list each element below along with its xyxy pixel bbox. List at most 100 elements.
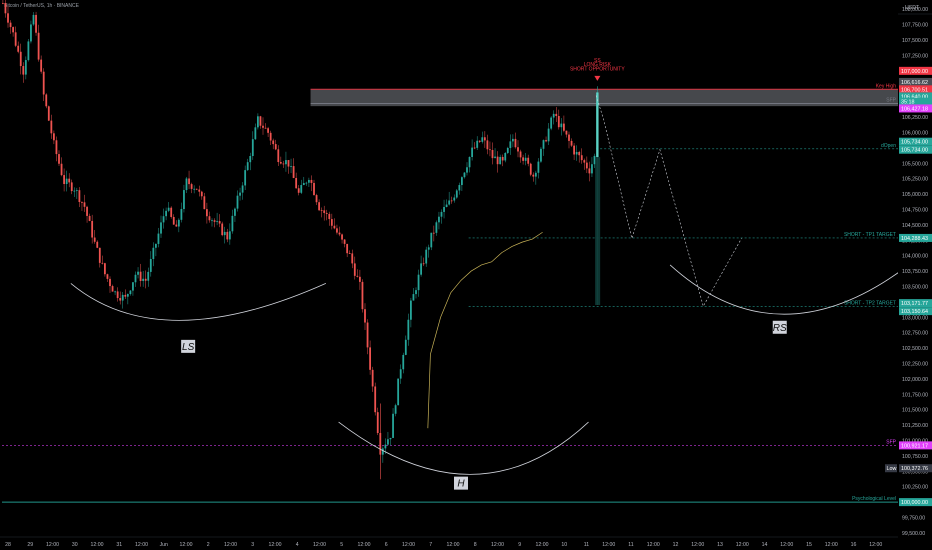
candle-body: [251, 139, 254, 157]
level-label: Key High: [876, 83, 897, 89]
x-tick-label: 12:00: [869, 542, 882, 548]
candle-body: [111, 286, 114, 292]
candle-body: [7, 13, 9, 23]
candle-body: [27, 41, 30, 61]
price-tag: 106,616.62: [901, 80, 928, 86]
candle-body: [514, 138, 517, 148]
candle-body: [346, 243, 349, 254]
x-tick-label: 29: [27, 542, 33, 548]
candle-body: [588, 168, 591, 174]
candle-body: [78, 190, 81, 203]
candle-body: [399, 369, 402, 379]
candle-body: [249, 156, 252, 163]
x-tick-label: 12:00: [358, 542, 371, 548]
candle-body: [450, 200, 453, 202]
candle-body: [68, 178, 71, 183]
x-tick-label: 13: [717, 542, 723, 548]
candle-body: [9, 22, 12, 28]
candle-body: [542, 140, 545, 149]
candle-body: [415, 290, 417, 295]
candle-body: [195, 188, 198, 190]
pattern-label: H: [457, 479, 465, 490]
candle-body: [471, 147, 473, 158]
x-tick-label: 12:00: [536, 542, 549, 548]
price-tag-box: [899, 77, 932, 86]
candle-body: [24, 60, 27, 75]
y-tick-label: 101,750.00: [902, 392, 928, 398]
candle-body: [65, 178, 68, 185]
candle-body: [183, 190, 185, 210]
x-tick-label: 12:00: [135, 542, 148, 548]
candle-body: [42, 71, 45, 95]
pattern-label: LS: [182, 342, 195, 353]
candle-body: [336, 228, 338, 233]
price-tag: 35:18: [901, 100, 915, 106]
candle-body: [170, 207, 173, 217]
candle-body: [578, 151, 581, 156]
candle-body: [279, 162, 282, 164]
x-tick-label: 2: [207, 542, 210, 548]
candle-body: [489, 149, 491, 151]
signal-text: LONG RISK: [584, 62, 612, 68]
price-tag: 103,171.77: [901, 301, 928, 307]
candle-body: [435, 222, 438, 233]
candle-body: [420, 263, 422, 275]
candle-body: [2, 3, 4, 4]
candle-body: [563, 123, 565, 131]
candle-body: [101, 262, 104, 264]
price-tag-box: [899, 299, 932, 308]
x-tick-label: 12:00: [602, 542, 615, 548]
candle-body: [137, 271, 139, 275]
x-tick-label: 8: [474, 542, 477, 548]
candle-body: [32, 14, 35, 25]
candle-body: [425, 249, 428, 264]
candle-body: [241, 185, 244, 193]
candle-body: [397, 378, 400, 406]
candle-body: [132, 282, 134, 291]
x-tick-label: 12:00: [647, 542, 660, 548]
candle-body: [550, 117, 553, 129]
candle-body: [216, 221, 218, 222]
candle-body: [70, 182, 73, 192]
price-tag-box: [899, 137, 932, 146]
x-tick-label: 10: [561, 542, 567, 548]
candle-body: [517, 147, 519, 152]
candle-body: [152, 247, 155, 260]
candle-body: [407, 319, 410, 340]
candle-body: [519, 151, 522, 158]
candle-body: [338, 232, 341, 235]
symbol-title: Bitcoin / TetherUS, 1h · BINANCE: [4, 3, 79, 9]
candle-body: [473, 147, 476, 149]
x-tick-label: 12:00: [447, 542, 460, 548]
candle-body: [557, 116, 560, 128]
y-tick-label: 107,750.00: [902, 23, 928, 29]
candle-body: [404, 339, 407, 355]
candle-body: [139, 271, 142, 281]
candle-body: [532, 174, 535, 177]
y-tick-label: 102,500.00: [902, 346, 928, 352]
candle-body: [285, 160, 287, 165]
y-tick-label: 106,250.00: [902, 115, 928, 121]
candle-body: [432, 232, 435, 234]
candle-body: [463, 172, 466, 178]
x-tick-label: 7: [429, 542, 432, 548]
candle-body: [509, 141, 512, 148]
candle-body: [144, 278, 147, 281]
candle-body: [47, 106, 50, 121]
x-tick-label: 12:00: [180, 542, 193, 548]
candle-body: [575, 151, 578, 155]
x-tick-label: 30: [72, 542, 78, 548]
candle-body: [200, 191, 203, 197]
candle-body: [147, 271, 150, 281]
candle-body: [491, 150, 494, 159]
signal-arrow: [594, 75, 601, 81]
candle-body: [501, 156, 504, 161]
candle-body: [223, 231, 226, 236]
candle-body: [300, 185, 303, 193]
candle-body: [203, 196, 206, 210]
candle-body: [384, 444, 387, 449]
level-label: SFP: [886, 98, 896, 104]
candle-body: [81, 202, 83, 203]
candle-body: [177, 219, 180, 227]
